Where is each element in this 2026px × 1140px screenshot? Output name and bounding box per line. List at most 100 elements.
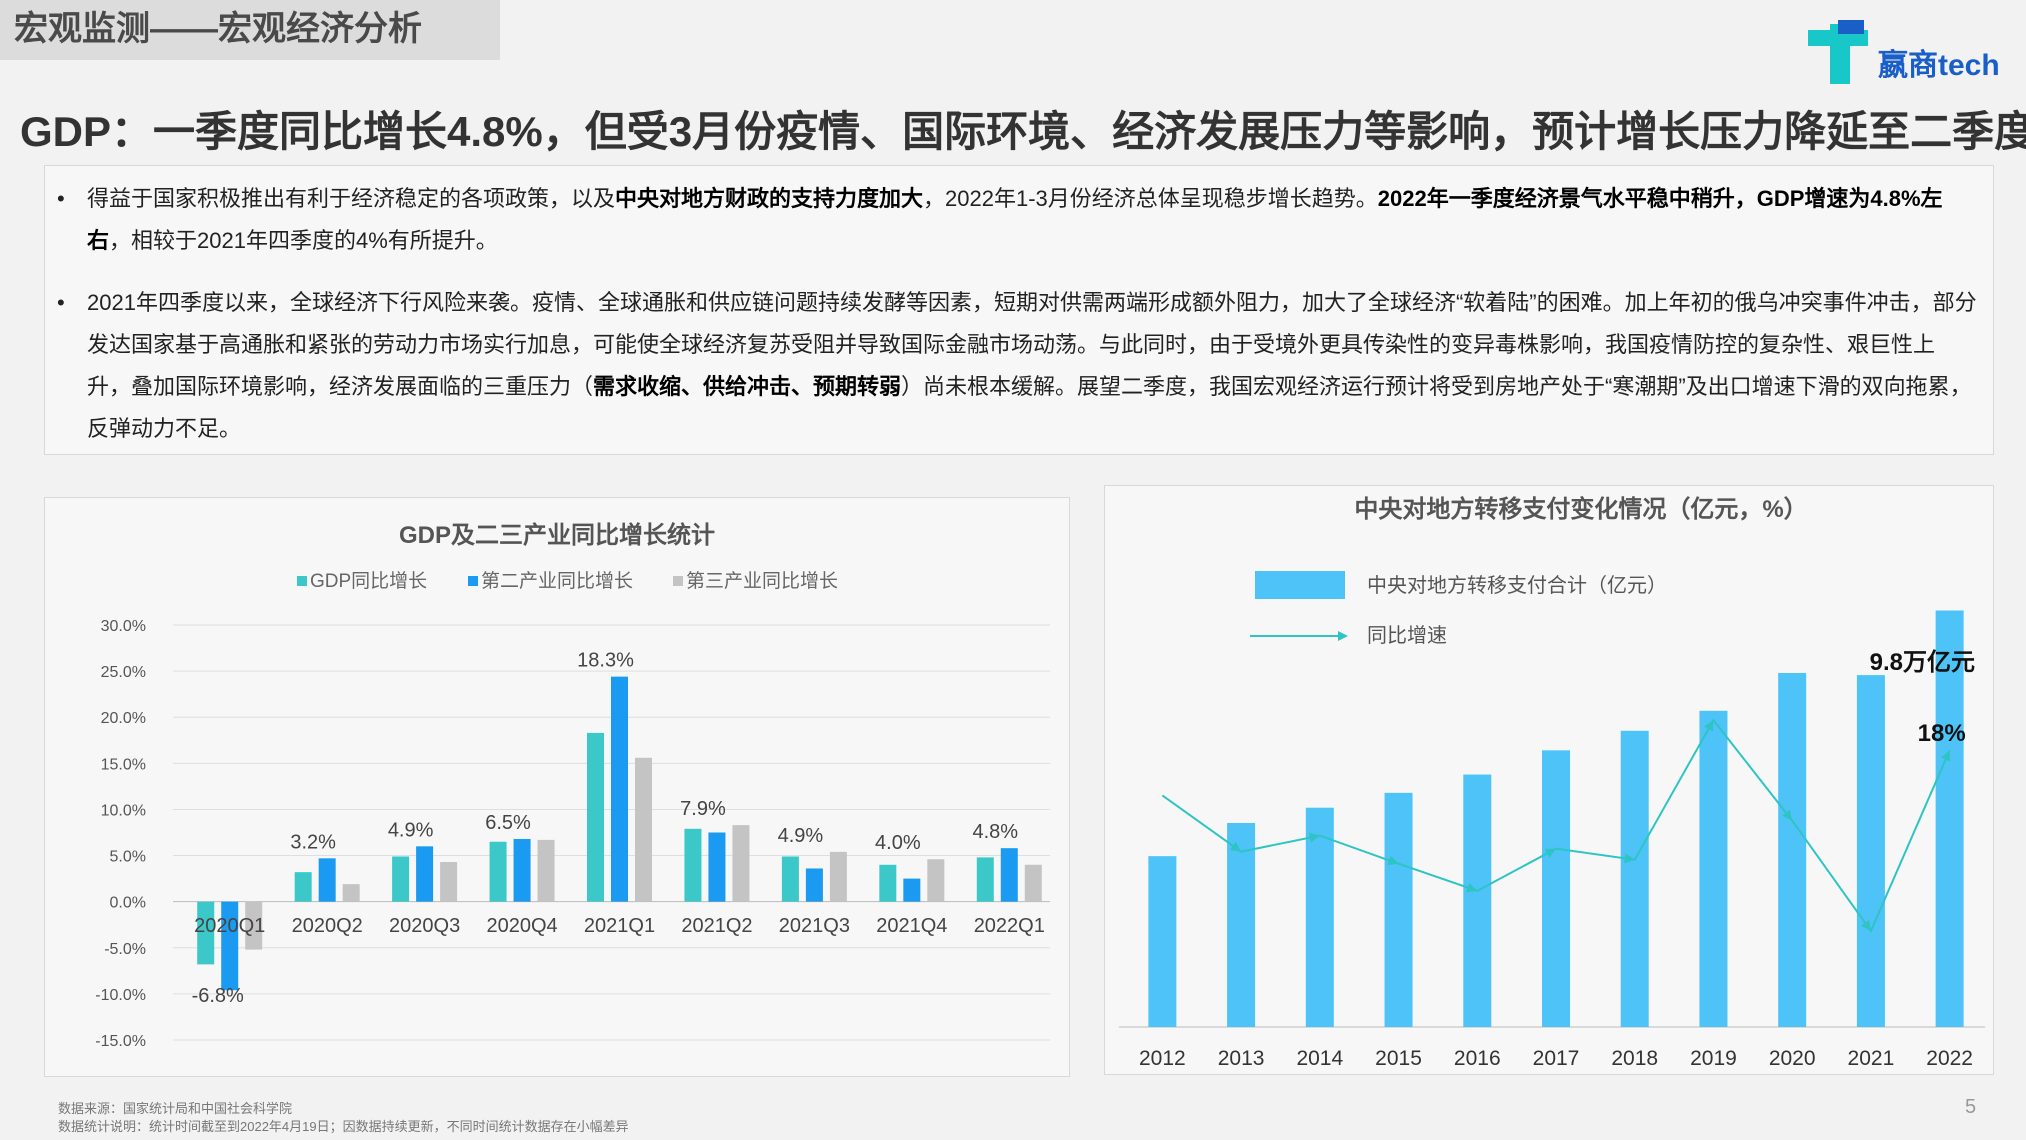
bar [1542, 750, 1570, 1027]
y-tick-label: 15.0% [101, 756, 146, 773]
bar [1778, 672, 1807, 1027]
legend-label: 同比增速 [1367, 624, 1447, 647]
chart-bars [1119, 610, 1985, 1028]
bar [245, 901, 263, 950]
data-label: -6.8% [192, 985, 244, 1007]
x-tick-label: 2012 [1139, 1047, 1186, 1070]
bar [1463, 774, 1492, 1027]
legend-label: GDP同比增长 [310, 570, 427, 592]
chart-line [1161, 718, 1951, 934]
x-tick-label: 2020Q1 [194, 915, 265, 937]
x-tick-label: 2020 [1769, 1047, 1816, 1070]
bar [708, 832, 726, 902]
y-tick-label: -15.0% [95, 1033, 146, 1050]
brand-logo: 嬴商tech [1808, 20, 2008, 90]
data-label: 6.5% [485, 812, 531, 834]
line-point-arrow-icon [1782, 809, 1793, 821]
y-tick-label: 30.0% [101, 618, 146, 635]
section-tag: 宏观监测——宏观经济分析 [0, 0, 500, 60]
bar [1024, 864, 1042, 902]
data-label: 3.2% [290, 831, 336, 853]
line-point-arrow-icon [1387, 855, 1399, 866]
bar [927, 859, 945, 902]
summary-box: • 得益于国家积极推出有利于经济稳定的各项政策，以及中央对地方财政的支持力度加大… [44, 165, 1994, 455]
bar [732, 825, 750, 902]
chart-title: 中央对地方转移支付变化情况（亿元，%） [1354, 495, 1807, 523]
bar [318, 858, 336, 902]
x-tick-label: 2016 [1454, 1047, 1501, 1070]
chart-legend: 中央对地方转移支付合计（亿元） 同比增速 [1250, 571, 1667, 647]
line-point-arrow-icon [1230, 841, 1242, 852]
bar [416, 846, 434, 902]
brand-name: 嬴商tech [1878, 49, 2000, 82]
line-point-arrow-icon [1466, 882, 1478, 893]
data-statistics-note: 数据统计说明：统计时间截至到2022年4月19日；因数据持续更新，不同时间统计数… [58, 1119, 629, 1134]
bar [635, 757, 652, 902]
data-label: 4.9% [778, 825, 824, 847]
bar [587, 732, 604, 902]
x-tick-label: 2020Q2 [292, 915, 363, 937]
chart-legend: GDP同比增长 第二产业同比增长 第三产业同比增长 [297, 570, 838, 592]
x-tick-label: 2021Q1 [584, 915, 655, 937]
x-tick-label: 2021Q4 [876, 915, 947, 937]
gdp-chart-panel: GDP及二三产业同比增长统计 GDP同比增长 第二产业同比增长 第三产业同比增长 3… [44, 497, 1070, 1077]
bar [611, 676, 628, 902]
x-tick-label: 2022 [1926, 1047, 1973, 1070]
bar [781, 856, 799, 902]
chart-title: GDP及二三产业同比增长统计 [399, 521, 715, 549]
bold-run: 中央对地方财政的支持力度加大 [615, 186, 924, 211]
gdp-growth-chart: GDP及二三产业同比增长统计 GDP同比增长 第二产业同比增长 第三产业同比增长 3… [95, 521, 1050, 1050]
legend-label: 中央对地方转移支付合计（亿元） [1367, 574, 1667, 597]
data-source-note: 数据来源：国家统计局和中国社会科学院 [58, 1101, 293, 1116]
bar [440, 862, 458, 902]
bar [1305, 807, 1334, 1027]
x-tick-label: 2014 [1296, 1047, 1343, 1070]
line-point-arrow-icon [1544, 848, 1556, 858]
bar [342, 884, 360, 902]
text-run: 2021年四季度以来，全球经济下行风险来袭。疫情、全球通胀和供应链问题持续发酵等… [87, 290, 1977, 399]
bar [537, 839, 555, 902]
y-tick-label: 0.0% [110, 895, 146, 912]
line-point-arrow-icon [1704, 720, 1714, 732]
line-point-arrow-icon [1309, 832, 1320, 843]
bar [976, 857, 994, 902]
legend-label: 第二产业同比增长 [481, 570, 633, 592]
summary-paragraph-1: • 得益于国家积极推出有利于经济稳定的各项政策，以及中央对地方财政的支持力度加大… [57, 178, 1977, 262]
bar [1935, 610, 1964, 1027]
bar-annotation: 9.8万亿元 [1870, 649, 1975, 676]
y-tick-label: -10.0% [95, 987, 146, 1004]
x-tick-label: 2015 [1375, 1047, 1422, 1070]
x-tick-label: 2021Q3 [779, 915, 850, 937]
bar [294, 872, 312, 902]
x-tick-label: 2018 [1611, 1047, 1658, 1070]
legend-swatch [1255, 571, 1345, 599]
y-tick-label: -5.0% [104, 941, 146, 958]
legend-arrow-icon [1338, 631, 1348, 641]
bar [513, 838, 531, 902]
x-tick-label: 2017 [1533, 1047, 1580, 1070]
bar [1000, 848, 1018, 902]
logo-icon [1808, 20, 1868, 84]
y-tick-label: 20.0% [101, 710, 146, 727]
x-tick-label: 2022Q1 [974, 915, 1045, 937]
bar [1856, 675, 1885, 1027]
x-tick-label: 2019 [1690, 1047, 1737, 1070]
data-label: 18.3% [577, 650, 634, 672]
x-tick-label: 2020Q3 [389, 915, 460, 937]
text-run: ，相较于2021年四季度的4%有所提升。 [109, 228, 498, 253]
bar [489, 841, 507, 902]
data-label: 4.8% [972, 821, 1018, 843]
bold-run: 需求收缩、供给冲击、预期转弱 [593, 374, 902, 399]
y-tick-label: 25.0% [101, 664, 146, 681]
data-label: 4.9% [388, 819, 434, 841]
chart-bars [197, 676, 1042, 991]
line-point-arrow-icon [1861, 919, 1871, 931]
bar [829, 851, 847, 902]
text-run: 得益于国家积极推出有利于经济稳定的各项政策，以及 [87, 186, 616, 211]
data-label: 4.0% [875, 832, 921, 854]
bar [903, 878, 921, 902]
line-annotation: 18% [1918, 720, 1966, 747]
chart-labels: 2020Q1 -6.8% 2020Q2 3.2% 2020Q3 4.9% 2020Q4 6.5… [192, 650, 1045, 1007]
bar [1227, 823, 1256, 1027]
bar [1620, 730, 1649, 1027]
